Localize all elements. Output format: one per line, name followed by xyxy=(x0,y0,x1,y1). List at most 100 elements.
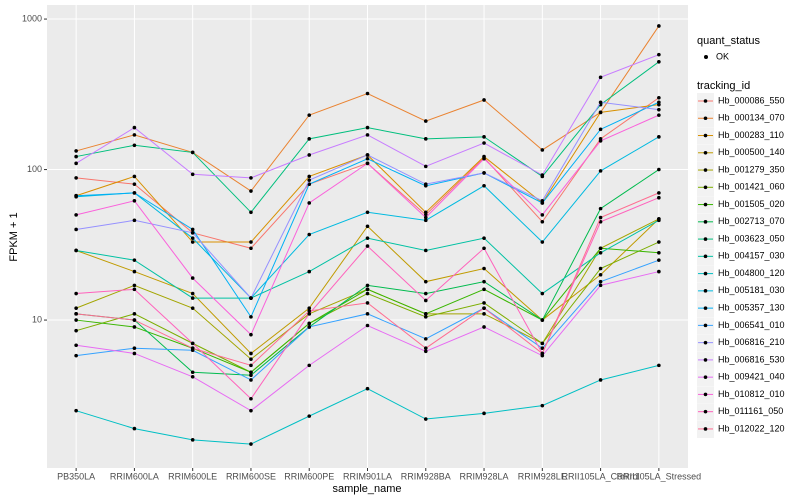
data-point xyxy=(482,312,486,316)
legend-key-point xyxy=(703,237,708,241)
data-point xyxy=(132,182,137,186)
data-point xyxy=(307,113,312,117)
data-point xyxy=(423,298,428,303)
data-point xyxy=(657,269,661,274)
legend-key xyxy=(704,55,708,59)
data-point xyxy=(482,135,486,139)
legend-label: Hb_005357_130 xyxy=(718,302,785,312)
data-point xyxy=(307,201,312,205)
data-point xyxy=(74,306,78,310)
data-point xyxy=(423,349,428,354)
data-point xyxy=(132,174,137,179)
data-point xyxy=(249,189,253,193)
data-point xyxy=(74,161,78,166)
legend-key-point xyxy=(703,168,708,172)
data-point xyxy=(307,325,312,329)
legend-key-point xyxy=(703,133,708,138)
data-point xyxy=(74,248,78,253)
data-point xyxy=(540,219,545,224)
data-point xyxy=(423,417,428,421)
data-point xyxy=(482,287,486,292)
data-point xyxy=(74,353,78,358)
shape-legend-label: OK xyxy=(716,51,729,61)
legend-key-point xyxy=(703,409,708,414)
legend-key-point xyxy=(703,340,708,345)
data-point xyxy=(657,167,661,172)
data-point xyxy=(598,272,603,277)
x-tick-label: RRIM901LA xyxy=(343,471,392,481)
data-point xyxy=(307,269,312,274)
y-axis-title: FPKM + 1 xyxy=(8,212,20,261)
legend-label: Hb_005181_030 xyxy=(718,285,785,295)
data-point xyxy=(482,141,486,145)
data-point xyxy=(482,325,486,329)
legend-label: Hb_012022_120 xyxy=(718,423,785,433)
data-point xyxy=(540,346,545,351)
data-point xyxy=(423,279,428,284)
data-point xyxy=(365,312,370,316)
data-point xyxy=(249,442,253,446)
data-point xyxy=(249,378,253,382)
data-point xyxy=(190,306,195,310)
x-tick-label: RRIM600LE xyxy=(168,471,217,481)
data-point xyxy=(74,176,78,180)
legend-key-point xyxy=(703,185,708,190)
data-point xyxy=(423,210,428,215)
legend-label: Hb_003623_050 xyxy=(718,233,785,243)
data-point xyxy=(190,172,195,177)
data-point xyxy=(365,244,370,248)
data-point xyxy=(598,246,603,251)
legend-key-point xyxy=(703,220,708,224)
data-point xyxy=(365,283,370,288)
data-point xyxy=(423,119,428,123)
data-point xyxy=(598,283,603,288)
data-point xyxy=(74,213,78,217)
data-point xyxy=(598,206,603,211)
data-point xyxy=(598,75,603,80)
shape-legend-title: quant_status xyxy=(697,35,760,47)
data-point xyxy=(423,137,428,141)
data-point xyxy=(307,414,312,418)
data-point xyxy=(190,346,195,351)
data-point xyxy=(132,143,137,148)
data-point xyxy=(657,113,661,117)
data-point xyxy=(132,258,137,262)
data-point xyxy=(365,236,370,240)
data-point xyxy=(423,182,428,186)
data-point xyxy=(307,182,312,186)
data-point xyxy=(598,100,603,105)
data-point xyxy=(482,236,486,240)
legend-label: Hb_001279_350 xyxy=(718,164,785,174)
data-point xyxy=(423,312,428,316)
data-point xyxy=(307,312,312,316)
data-point xyxy=(657,363,661,368)
data-point xyxy=(598,250,603,255)
data-point xyxy=(74,149,78,153)
data-point xyxy=(598,139,603,143)
legend-key-point xyxy=(703,254,708,259)
data-point xyxy=(365,133,370,137)
data-point xyxy=(540,341,545,346)
data-point xyxy=(190,370,195,375)
data-point xyxy=(249,296,253,300)
data-point xyxy=(482,171,486,175)
data-point xyxy=(249,370,253,375)
data-point xyxy=(657,191,661,195)
data-point xyxy=(132,287,137,292)
data-point xyxy=(190,227,195,232)
legend-label: Hb_001421_060 xyxy=(718,182,785,192)
data-point xyxy=(598,378,603,382)
legend-label: Hb_001505_020 xyxy=(718,199,785,209)
data-point xyxy=(423,215,428,220)
legend-key-point xyxy=(703,323,708,328)
data-point xyxy=(190,296,195,300)
data-point xyxy=(598,215,603,220)
y-tick-label: 100 xyxy=(27,164,42,174)
data-point xyxy=(74,154,78,159)
data-point xyxy=(190,231,195,235)
data-point xyxy=(482,184,486,188)
legend-label: Hb_000134_070 xyxy=(718,113,785,123)
data-point xyxy=(657,240,661,244)
data-point xyxy=(249,351,253,356)
data-point xyxy=(249,396,253,401)
